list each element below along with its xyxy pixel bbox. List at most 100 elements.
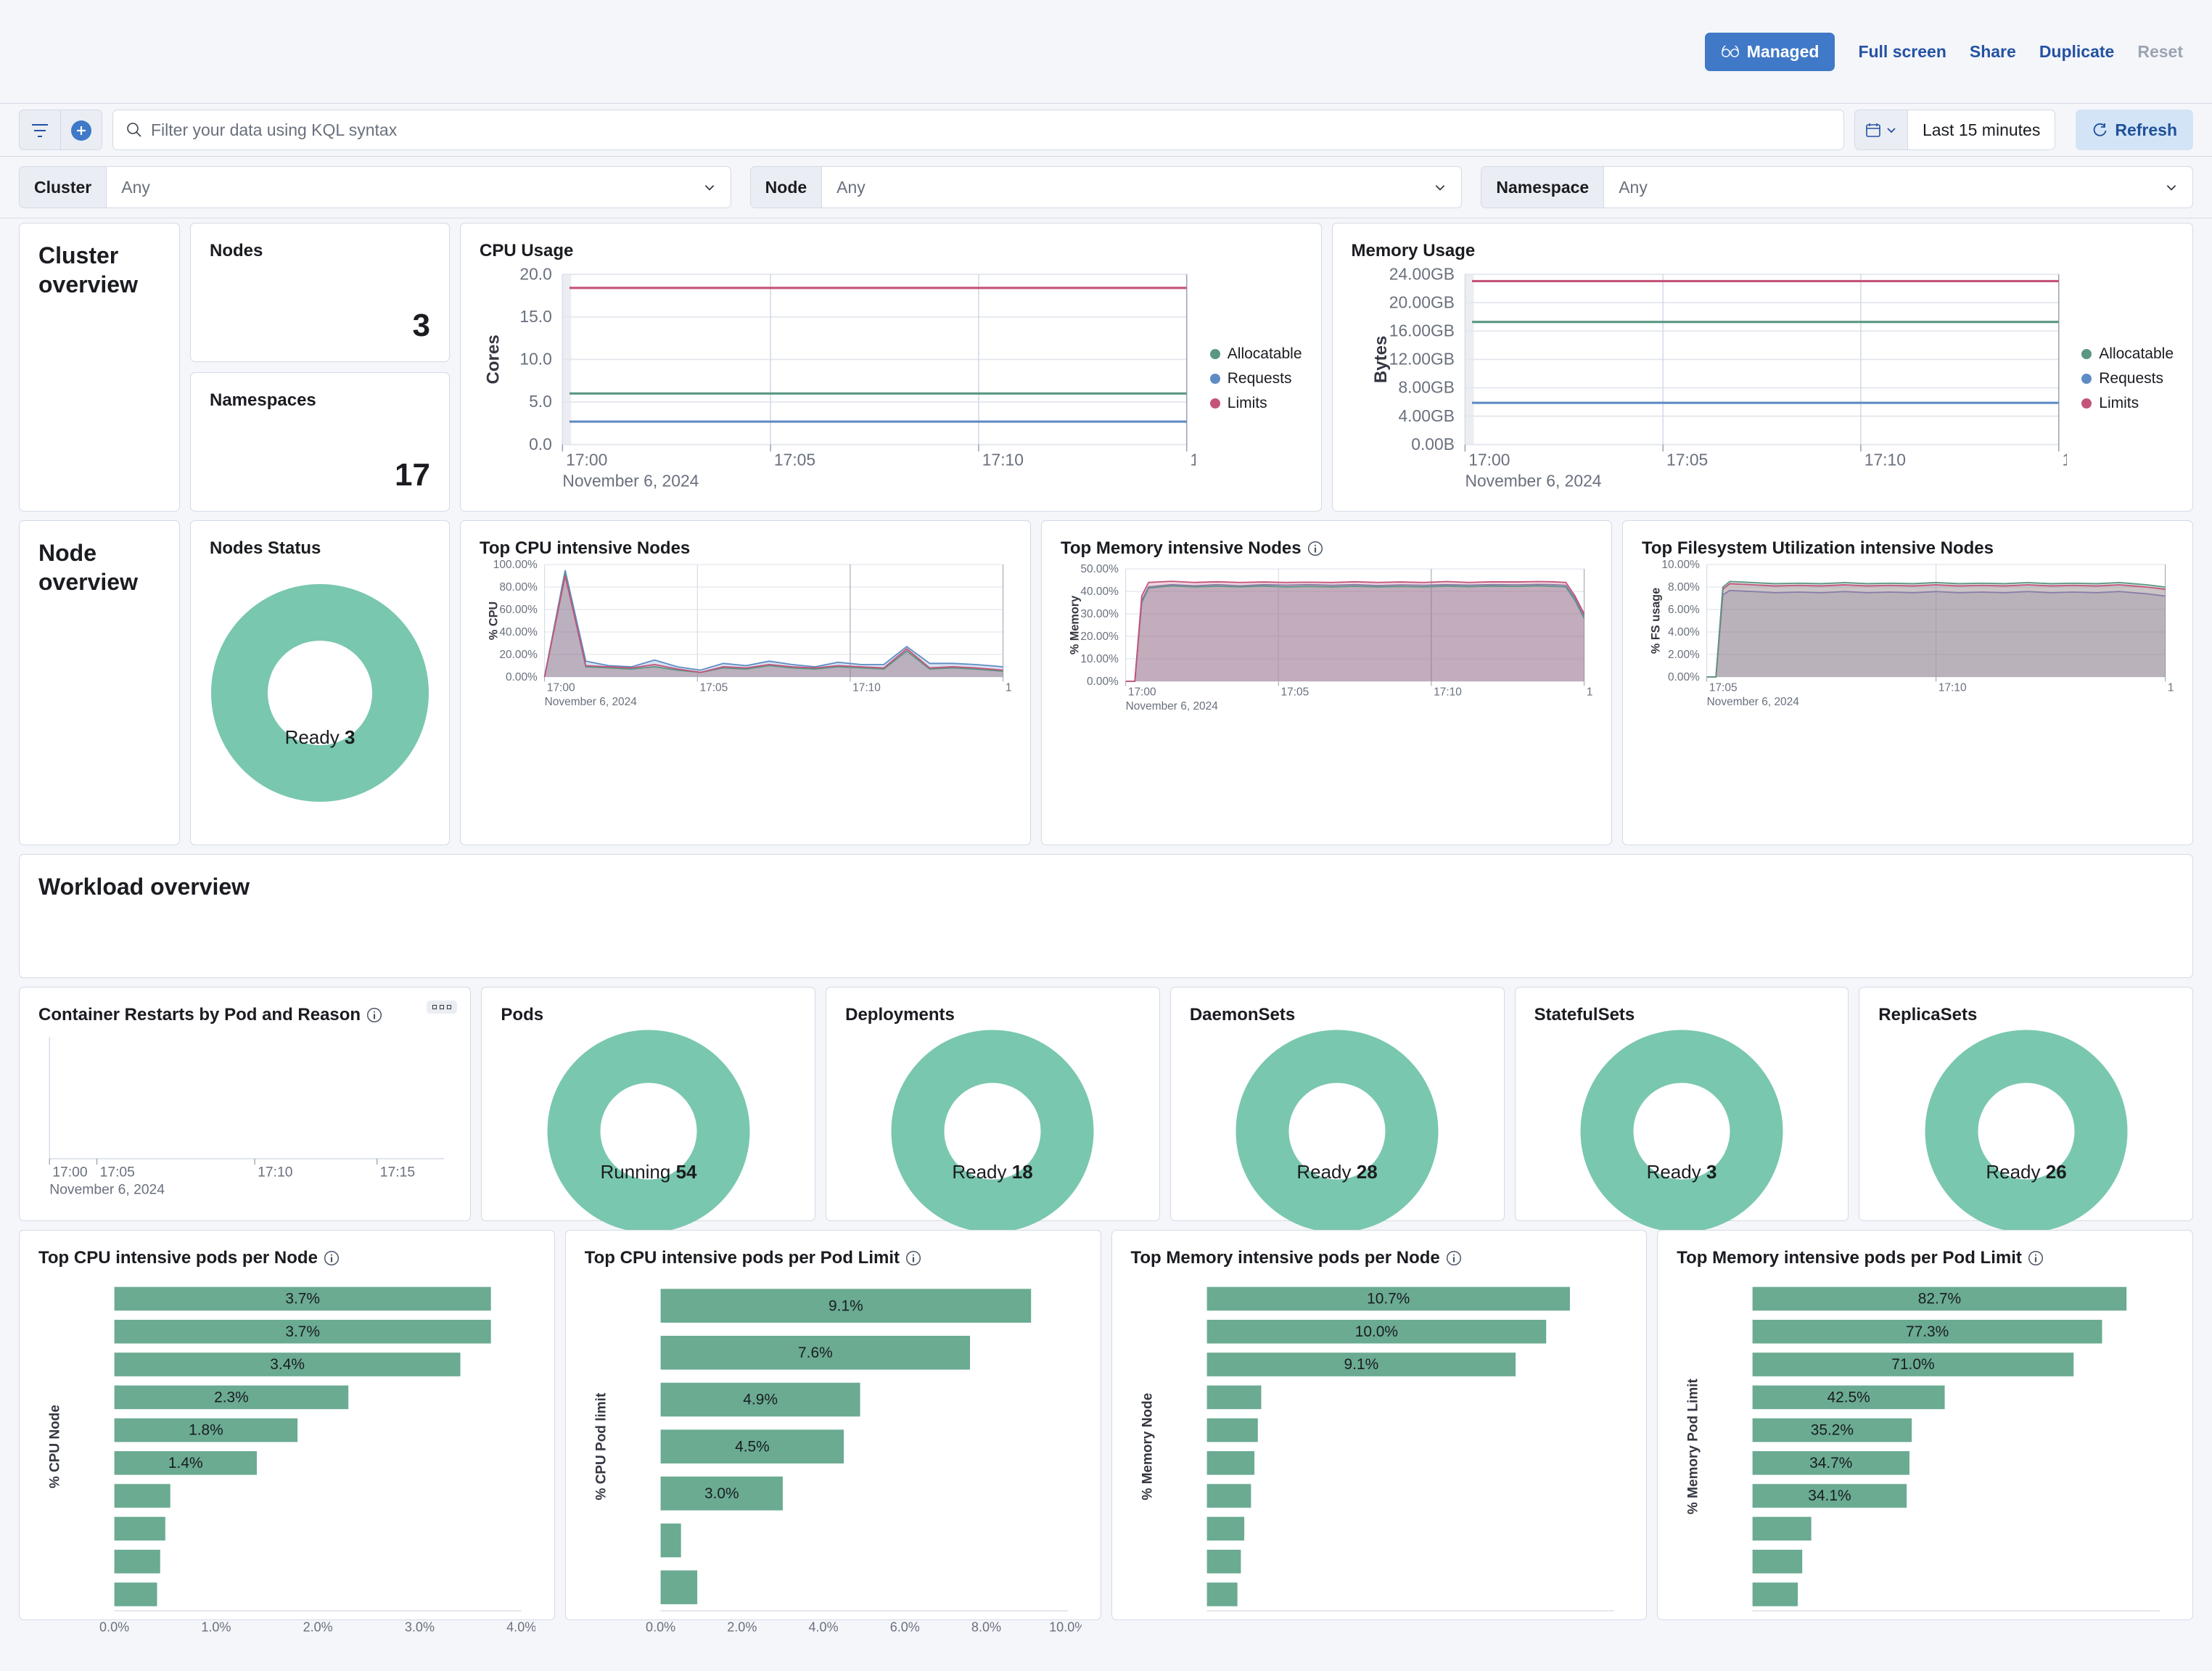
svg-text:4.0%: 4.0% (506, 1620, 535, 1635)
svg-text:20.0: 20.0 (519, 266, 552, 283)
svg-text:2.3%: 2.3% (214, 1389, 249, 1405)
svg-text:% Memory Pod Limit: % Memory Pod Limit (1686, 1378, 1701, 1514)
svg-text:3.0%: 3.0% (405, 1620, 435, 1635)
svg-text:17:10: 17:10 (852, 681, 881, 694)
svg-text:12.00GB: 12.00GB (1389, 350, 1454, 369)
svg-text:Running 54: Running 54 (600, 1161, 697, 1183)
svg-text:3.4%: 3.4% (270, 1356, 305, 1373)
svg-text:4.5%: 4.5% (735, 1438, 770, 1455)
svg-text:8.0%: 8.0% (971, 1620, 1001, 1635)
svg-text:0.00%: 0.00% (506, 671, 538, 683)
svg-text:November 6, 2024: November 6, 2024 (1465, 471, 1601, 490)
svg-text:16.00GB: 16.00GB (1389, 321, 1454, 340)
svg-text:9.1%: 9.1% (829, 1297, 863, 1314)
svg-text:7.6%: 7.6% (798, 1344, 833, 1361)
svg-text:20.00%: 20.00% (1080, 631, 1119, 643)
svg-text:17:05: 17:05 (100, 1165, 135, 1180)
svg-text:% Memory Node: % Memory Node (1140, 1393, 1155, 1500)
svg-text:8.00GB: 8.00GB (1398, 378, 1455, 397)
svg-text:42.5%: 42.5% (1827, 1389, 1870, 1405)
svg-text:77.3%: 77.3% (1906, 1323, 1949, 1340)
svg-text:17:00: 17:00 (1468, 451, 1510, 469)
svg-text:40.00%: 40.00% (499, 626, 538, 639)
svg-text:4.00GB: 4.00GB (1398, 406, 1455, 425)
svg-text:17:15: 17:15 (1587, 686, 1592, 698)
svg-text:% CPU Pod limit: % CPU Pod limit (593, 1392, 609, 1500)
svg-text:17:05: 17:05 (774, 451, 815, 469)
svg-text:10.0%: 10.0% (1354, 1323, 1397, 1340)
svg-text:Ready 3: Ready 3 (1646, 1161, 1716, 1183)
svg-text:80.00%: 80.00% (499, 581, 538, 594)
svg-text:6.0%: 6.0% (889, 1620, 919, 1635)
svg-text:17:15: 17:15 (2062, 451, 2067, 469)
svg-text:Bytes: Bytes (1371, 336, 1391, 384)
svg-text:10.00%: 10.00% (1080, 653, 1119, 665)
svg-text:1.4%: 1.4% (168, 1455, 203, 1471)
svg-text:4.00%: 4.00% (1668, 626, 1700, 639)
svg-text:Ready 28: Ready 28 (1297, 1161, 1378, 1183)
svg-text:0.0%: 0.0% (99, 1620, 129, 1635)
svg-text:60.00%: 60.00% (499, 604, 538, 616)
svg-text:2.0%: 2.0% (303, 1620, 333, 1635)
svg-text:17:10: 17:10 (1434, 686, 1462, 698)
svg-text:1.8%: 1.8% (189, 1422, 223, 1439)
svg-text:17:10: 17:10 (982, 451, 1024, 469)
svg-text:% FS usage: % FS usage (1649, 588, 1662, 654)
svg-text:Ready 26: Ready 26 (1986, 1161, 2066, 1183)
svg-text:November 6, 2024: November 6, 2024 (545, 696, 638, 708)
svg-text:6.00%: 6.00% (1668, 604, 1700, 616)
svg-text:34.7%: 34.7% (1809, 1455, 1852, 1471)
svg-text:3.7%: 3.7% (285, 1323, 320, 1340)
svg-text:November 6, 2024: November 6, 2024 (562, 471, 699, 490)
svg-text:1.0%: 1.0% (201, 1620, 231, 1635)
svg-text:Cores: Cores (483, 334, 503, 384)
svg-text:71.0%: 71.0% (1892, 1356, 1935, 1373)
svg-text:5.0: 5.0 (529, 392, 552, 411)
svg-text:40.00%: 40.00% (1080, 586, 1119, 598)
svg-text:Ready 3: Ready 3 (285, 726, 355, 748)
svg-text:17:05: 17:05 (1709, 681, 1738, 694)
svg-text:10.00%: 10.00% (1661, 559, 1700, 571)
svg-text:20.00%: 20.00% (499, 649, 538, 661)
svg-text:17:05: 17:05 (1281, 686, 1309, 698)
svg-text:3.7%: 3.7% (285, 1291, 320, 1307)
svg-text:24.00GB: 24.00GB (1389, 266, 1454, 283)
svg-text:November 6, 2024: November 6, 2024 (1707, 696, 1800, 708)
svg-text:0.0%: 0.0% (646, 1620, 675, 1635)
svg-text:17:00: 17:00 (1128, 686, 1156, 698)
svg-text:0.00B: 0.00B (1411, 435, 1455, 453)
svg-text:17:10: 17:10 (1938, 681, 1967, 694)
svg-text:17:15: 17:15 (1191, 451, 1196, 469)
svg-text:17:05: 17:05 (700, 681, 728, 694)
svg-text:34.1%: 34.1% (1809, 1487, 1851, 1504)
svg-text:9.1%: 9.1% (1344, 1356, 1378, 1373)
svg-text:10.7%: 10.7% (1367, 1291, 1410, 1307)
svg-text:17:00: 17:00 (566, 451, 607, 469)
svg-text:November 6, 2024: November 6, 2024 (49, 1183, 165, 1198)
svg-text:November 6, 2024: November 6, 2024 (1126, 700, 1219, 713)
svg-text:50.00%: 50.00% (1080, 563, 1119, 575)
svg-text:% CPU Node: % CPU Node (48, 1405, 63, 1488)
svg-text:2.00%: 2.00% (1668, 649, 1700, 661)
svg-text:35.2%: 35.2% (1811, 1422, 1854, 1439)
svg-text:15.0: 15.0 (519, 307, 552, 326)
svg-text:17:15: 17:15 (2168, 681, 2174, 694)
svg-text:17:10: 17:10 (1864, 451, 1905, 469)
svg-text:3.0%: 3.0% (704, 1485, 739, 1502)
svg-text:2.0%: 2.0% (727, 1620, 757, 1635)
svg-text:20.00GB: 20.00GB (1389, 292, 1454, 311)
svg-text:17:15: 17:15 (380, 1165, 415, 1180)
svg-text:% Memory: % Memory (1068, 596, 1081, 654)
svg-text:100.00%: 100.00% (493, 559, 538, 571)
svg-text:8.00%: 8.00% (1668, 581, 1700, 594)
svg-text:17:15: 17:15 (1006, 681, 1011, 694)
svg-text:17:00: 17:00 (52, 1165, 87, 1180)
svg-text:10.0%: 10.0% (1049, 1620, 1082, 1635)
svg-text:% CPU: % CPU (487, 602, 500, 640)
svg-text:82.7%: 82.7% (1918, 1291, 1961, 1307)
svg-text:10.0: 10.0 (519, 350, 552, 369)
svg-text:4.9%: 4.9% (743, 1392, 778, 1408)
svg-text:4.0%: 4.0% (808, 1620, 838, 1635)
svg-text:Ready 18: Ready 18 (953, 1161, 1033, 1183)
svg-text:17:05: 17:05 (1666, 451, 1708, 469)
